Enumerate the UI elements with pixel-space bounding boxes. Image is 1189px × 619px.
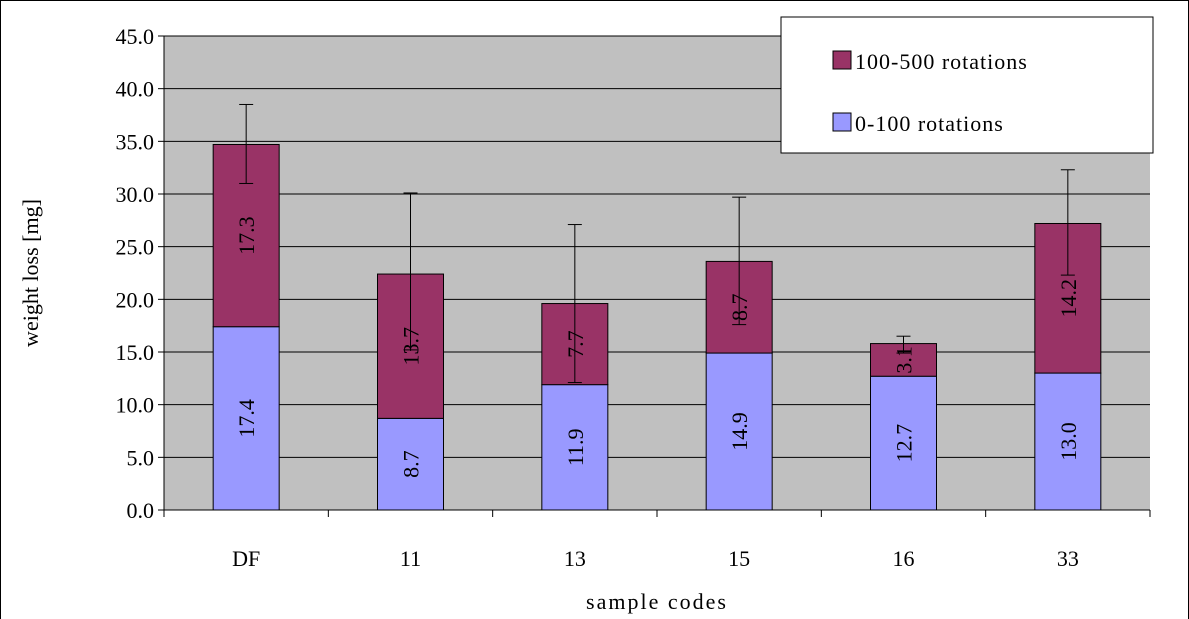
data-label: 7.7 <box>563 330 588 358</box>
x-tick-label: 13 <box>564 546 586 571</box>
x-tick-label: DF <box>232 546 260 571</box>
data-label: 14.9 <box>727 412 752 451</box>
bar-lower <box>705 352 773 511</box>
legend-label: 100-500 rotations <box>855 49 1028 74</box>
y-tick-label: 45.0 <box>116 24 155 49</box>
axes: 0.0 5.0 10.0 15.0 20.0 25.0 30.0 35.0 40.0 45.0 DF… <box>116 24 1151 571</box>
y-axis-title: weight loss [mg] <box>18 199 43 347</box>
y-tick-label: 10.0 <box>116 393 155 418</box>
data-label: 13.0 <box>1056 422 1081 461</box>
y-tick-label: 40.0 <box>116 77 155 102</box>
y-tick-label: 0.0 <box>127 498 155 523</box>
bar-lower <box>541 384 609 511</box>
y-tick-label: 25.0 <box>116 235 155 260</box>
y-tick-label: 20.0 <box>116 287 155 312</box>
y-tick-label: 30.0 <box>116 182 155 207</box>
bars <box>212 143 1102 511</box>
data-label: 3.1 <box>892 346 917 374</box>
x-tick-label: 11 <box>400 546 421 571</box>
x-tick-label: 33 <box>1057 546 1079 571</box>
legend-swatch <box>832 112 852 132</box>
legend-swatch <box>832 50 852 70</box>
x-axis-title: sample codes <box>586 589 728 614</box>
data-label: 14.2 <box>1056 279 1081 318</box>
bar-lower <box>377 417 444 511</box>
bar-lower <box>870 375 937 511</box>
data-label: 13.7 <box>399 327 424 366</box>
data-label: 11.9 <box>563 428 588 466</box>
data-label: 8.7 <box>727 293 752 321</box>
data-label: 17.4 <box>234 399 259 438</box>
bar-lower <box>212 326 280 511</box>
legend: 100-500 rotations 0-100 rotations <box>780 16 1154 154</box>
y-tick-label: 5.0 <box>127 445 155 470</box>
data-label: 8.7 <box>399 450 424 478</box>
y-tick-label: 35.0 <box>116 129 155 154</box>
y-tick-label: 15.0 <box>116 340 155 365</box>
x-tick-label: 16 <box>893 546 915 571</box>
legend-label: 0-100 rotations <box>855 111 1004 136</box>
data-labels: 17.4 17.3 8.7 13.7 11.9 7.7 14.9 8.7 12.7 3.1 13.0… <box>234 216 1081 478</box>
bar-upper <box>870 343 937 377</box>
data-label: 17.3 <box>234 216 259 255</box>
data-label: 12.7 <box>892 424 917 463</box>
x-tick-label: 15 <box>728 546 750 571</box>
error-bars <box>239 103 1075 384</box>
